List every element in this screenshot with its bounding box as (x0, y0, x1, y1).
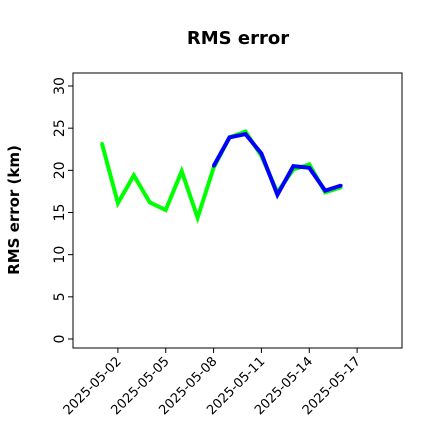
plot-frame (72, 72, 403, 349)
y-tick-label: 10 (52, 246, 68, 264)
y-tick-label: 5 (52, 292, 68, 301)
series-line-2 (211, 131, 342, 200)
series-2-point (212, 164, 216, 168)
series-2-point (259, 151, 263, 155)
series-2-point (323, 189, 327, 193)
series-2-point (307, 166, 311, 170)
series-2-point (291, 164, 295, 168)
y-tick-label: 20 (52, 161, 68, 179)
y-axis: 0 5 10 15 20 25 30 (52, 77, 73, 343)
series-1-point (164, 208, 168, 212)
series-2-point (339, 184, 343, 188)
y-tick-label: 15 (52, 204, 68, 222)
x-axis: 2025-05-022025-05-052025-05-082025-05-11… (61, 348, 364, 418)
series-1-point (307, 162, 311, 166)
series-line-1 (99, 129, 342, 224)
series-1-point (196, 216, 200, 220)
series-1-point (180, 169, 184, 173)
series-1-point (116, 201, 120, 205)
series-2-point (275, 193, 279, 197)
y-axis-label: RMS error (km) (5, 145, 23, 275)
series-2-point (228, 135, 232, 139)
chart-title: RMS error (187, 28, 289, 49)
y-tick-label: 25 (52, 119, 68, 137)
y-tick-label: 30 (52, 77, 68, 95)
series-1-point (148, 200, 152, 204)
series-1-point (100, 141, 104, 145)
series-layer (99, 129, 343, 224)
series-1-point (132, 173, 136, 177)
series-2-point (243, 132, 247, 136)
y-tick-label: 0 (52, 335, 68, 344)
